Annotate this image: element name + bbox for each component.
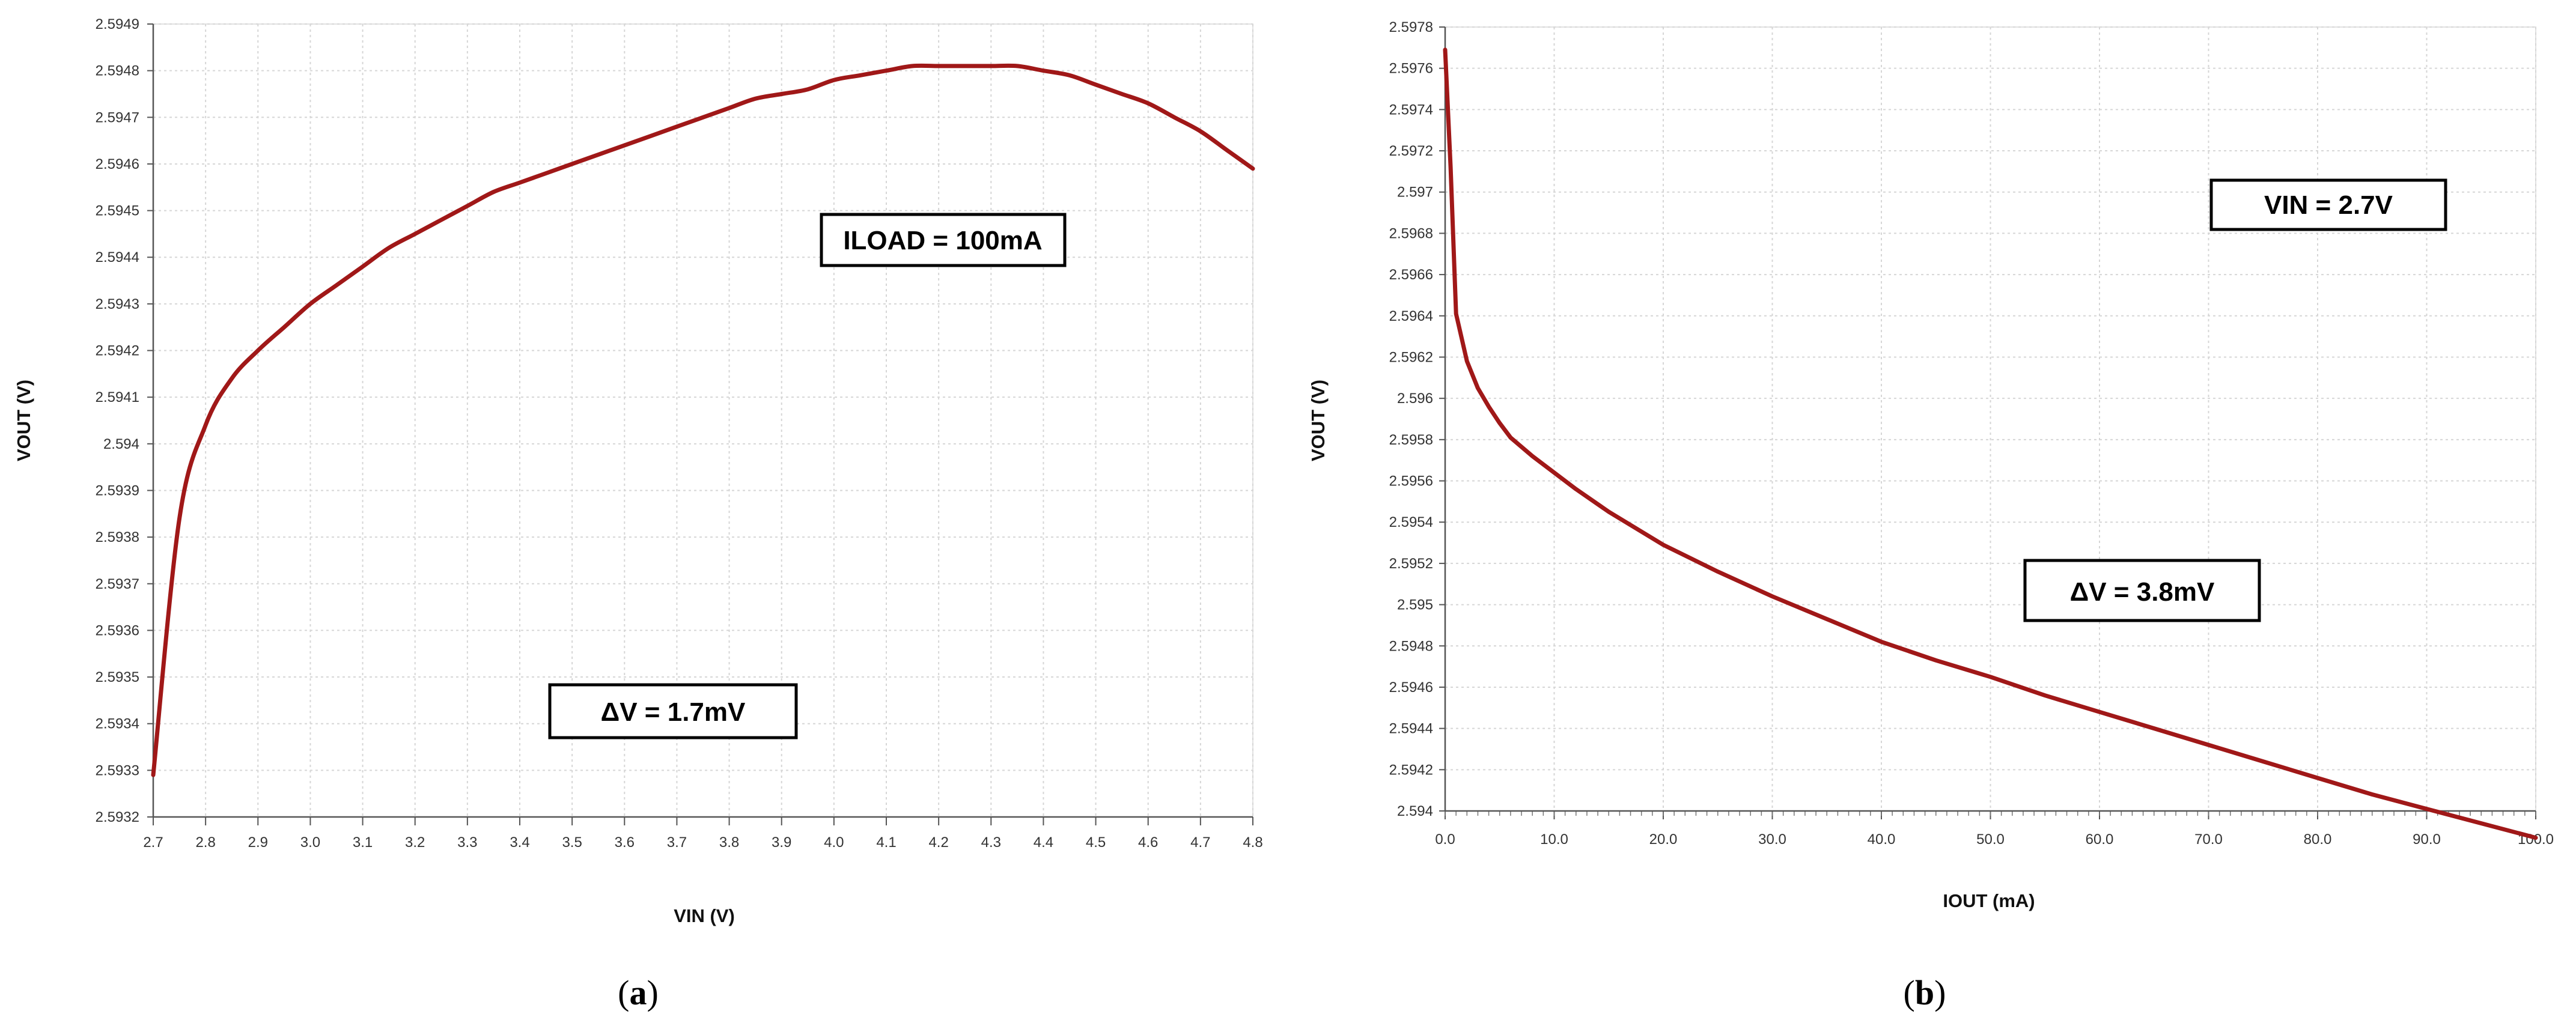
y-tick-label: 2.5939 — [96, 482, 139, 499]
series-line-a — [151, 63, 1255, 777]
x-tick-label: 3.0 — [300, 834, 320, 851]
y-tick-label: 2.5978 — [1389, 19, 1433, 35]
x-axis-label-b: IOUT (mA) — [1943, 890, 2035, 911]
y-axis-label-b: VOUT (V) — [1308, 380, 1329, 461]
x-tick-label: 30.0 — [1758, 831, 1786, 848]
y-tick-label: 2.596 — [1397, 390, 1433, 407]
y-tick-label: 2.5946 — [96, 156, 139, 172]
y-tick-label: 2.5956 — [1389, 473, 1433, 490]
x-tick-label: 3.5 — [562, 834, 582, 851]
x-tick-label: 4.3 — [981, 834, 1001, 851]
y-tick-label: 2.594 — [103, 436, 139, 452]
x-tick-label: 0.0 — [1435, 831, 1455, 848]
x-tick-label: 3.4 — [510, 834, 529, 851]
y-tick-label: 2.5962 — [1389, 349, 1433, 365]
y-tick-label: 2.594 — [1397, 803, 1433, 819]
y-tick-label: 2.5944 — [96, 249, 139, 266]
y-tick-label: 2.5954 — [1389, 514, 1433, 530]
y-tick-label: 2.5936 — [96, 622, 139, 639]
x-tick-label: 4.1 — [876, 834, 896, 851]
x-tick-label: 3.1 — [353, 834, 373, 851]
x-tick-label: 4.0 — [824, 834, 844, 851]
y-tick-label: 2.5937 — [96, 576, 139, 592]
annotation-vin: VIN = 2.7V — [2209, 178, 2447, 231]
y-tick-label: 2.5935 — [96, 669, 139, 685]
x-tick-label: 4.6 — [1138, 834, 1158, 851]
y-tick-label: 2.5945 — [96, 203, 139, 219]
chart-panel-a: 2.7 2.8 2.9 3.0 3.1 3.2 3.3 3.4 3.5 3.6 3.7 3.8 3.9 4… — [13, 16, 1263, 1012]
x-tick-label: 4.7 — [1190, 834, 1210, 851]
y-tick-label: 2.5942 — [1389, 762, 1433, 778]
annotation-delta-v-a: ΔV = 1.7mV — [548, 683, 798, 739]
y-tick-label: 2.5952 — [1389, 556, 1433, 572]
annotation-iload-text: ILOAD = 100mA — [843, 226, 1042, 255]
annotation-box-delta-v-b — [2023, 559, 2261, 622]
y-tick-label: 2.5966 — [1389, 267, 1433, 283]
annotation-delta-v-a-text: ΔV = 1.7mV — [601, 697, 746, 727]
gridlines-b — [1445, 26, 2536, 811]
ticks-b: 0.0 10.0 20.0 30.0 40.0 50.0 60.0 70.0 80.0 90.0 1… — [1389, 19, 2554, 848]
y-tick-label: 2.5976 — [1389, 61, 1433, 77]
y-tick-label: 2.595 — [1397, 597, 1433, 613]
y-tick-label: 2.5968 — [1389, 225, 1433, 241]
x-tick-label: 2.7 — [143, 834, 163, 851]
x-tick-label: 4.4 — [1034, 834, 1053, 851]
y-tick-label: 2.5938 — [96, 529, 139, 545]
series-group-b — [1443, 47, 2538, 840]
x-tick-label: 4.2 — [928, 834, 948, 851]
y-tick-label: 2.5947 — [96, 109, 139, 126]
y-tick-label: 2.5948 — [96, 63, 139, 79]
x-tick-label: 3.7 — [667, 834, 687, 851]
y-tick-label: 2.5933 — [96, 762, 139, 779]
x-tick-label: 3.6 — [615, 834, 635, 851]
x-tick-label: 70.0 — [2194, 831, 2223, 848]
y-tick-label: 2.5932 — [96, 809, 139, 825]
annotation-box-delta-v-a — [548, 683, 798, 739]
x-tick-label: 90.0 — [2413, 831, 2441, 848]
x-tick-label: 4.8 — [1243, 834, 1262, 851]
x-tick-label: 50.0 — [1976, 831, 2005, 848]
panel-label-a: (a) — [618, 973, 659, 1012]
x-tick-label: 2.8 — [195, 834, 215, 851]
annotation-delta-v-b: ΔV = 3.8mV — [2023, 559, 2261, 622]
y-tick-label: 2.5941 — [96, 389, 139, 405]
annotation-delta-v-b-text: ΔV = 3.8mV — [2070, 577, 2215, 607]
y-tick-label: 2.5944 — [1389, 721, 1433, 737]
y-tick-label: 2.5958 — [1389, 432, 1433, 448]
chart-panel-b: 0.0 10.0 20.0 30.0 40.0 50.0 60.0 70.0 80.0 90.0 1… — [1308, 19, 2554, 1012]
x-tick-label: 3.8 — [719, 834, 739, 851]
x-tick-label: 3.3 — [457, 834, 477, 851]
x-tick-label: 4.5 — [1086, 834, 1106, 851]
annotation-iload: ILOAD = 100mA — [820, 213, 1067, 267]
annotation-vin-text: VIN = 2.7V — [2264, 190, 2393, 220]
x-tick-label: 2.9 — [248, 834, 268, 851]
y-tick-label: 2.5948 — [1389, 638, 1433, 654]
x-tick-label: 80.0 — [2304, 831, 2332, 848]
y-tick-label: 2.5972 — [1389, 143, 1433, 159]
y-tick-label: 2.5974 — [1389, 102, 1433, 118]
panel-label-b: (b) — [1904, 973, 1946, 1012]
series-line-b — [1443, 47, 2538, 840]
y-tick-label: 2.5949 — [96, 16, 139, 32]
y-tick-label: 2.5934 — [96, 716, 139, 732]
y-tick-label: 2.597 — [1397, 184, 1433, 201]
y-tick-label: 2.5946 — [1389, 679, 1433, 696]
annotation-box-vin — [2209, 178, 2447, 231]
x-axis-label-a: VIN (V) — [674, 905, 735, 926]
y-tick-label: 2.5942 — [96, 343, 139, 359]
x-tick-label: 10.0 — [1540, 831, 1568, 848]
x-tick-label: 60.0 — [2086, 831, 2114, 848]
x-tick-label: 3.9 — [772, 834, 791, 851]
annotation-box-iload — [820, 213, 1067, 267]
ticks-a: 2.7 2.8 2.9 3.0 3.1 3.2 3.3 3.4 3.5 3.6 3.7 3.8 3.9 4… — [96, 16, 1263, 851]
y-tick-label: 2.5943 — [96, 296, 139, 312]
x-tick-label: 40.0 — [1868, 831, 1896, 848]
y-tick-label: 2.5964 — [1389, 308, 1433, 324]
series-group-a — [151, 63, 1255, 777]
x-tick-label: 20.0 — [1649, 831, 1678, 848]
x-tick-label: 3.2 — [405, 834, 425, 851]
y-axis-label-a: VOUT (V) — [13, 380, 34, 461]
